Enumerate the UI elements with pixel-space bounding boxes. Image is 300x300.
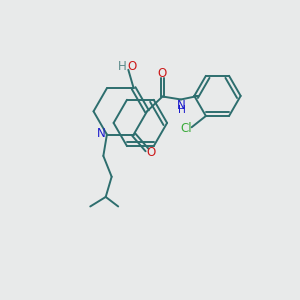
Text: H: H <box>117 60 126 73</box>
Text: O: O <box>147 146 156 159</box>
Text: O: O <box>127 60 136 73</box>
Text: N: N <box>97 127 106 140</box>
Text: O: O <box>157 67 167 80</box>
Text: Cl: Cl <box>180 122 192 135</box>
Text: H: H <box>178 106 185 116</box>
Text: N: N <box>177 99 186 112</box>
